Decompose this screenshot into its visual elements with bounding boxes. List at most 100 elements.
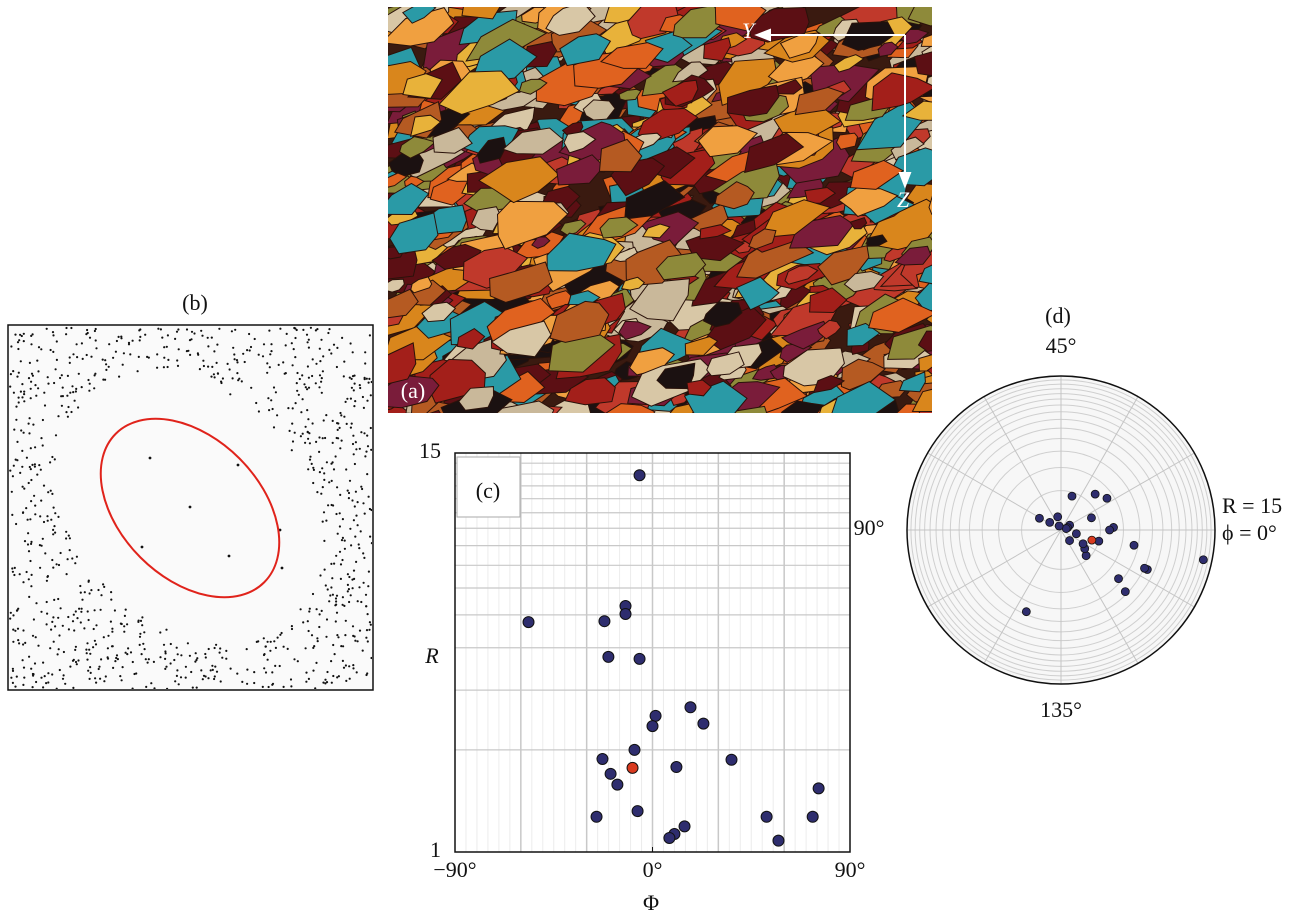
dot: [366, 400, 368, 402]
dot: [100, 609, 102, 611]
dot: [40, 348, 42, 350]
dot: [319, 574, 321, 576]
dot: [327, 504, 329, 506]
dot: [201, 335, 203, 337]
dot: [187, 350, 189, 352]
dot: [95, 328, 97, 330]
dot: [363, 407, 365, 409]
dot: [302, 329, 304, 331]
dot: [236, 673, 238, 675]
dot: [342, 604, 344, 606]
dot: [66, 573, 68, 575]
dot: [348, 576, 350, 578]
dot: [352, 667, 354, 669]
dot: [159, 656, 161, 658]
point: [523, 617, 534, 628]
dot: [13, 392, 15, 394]
dot: [364, 378, 366, 380]
dot: [28, 423, 30, 425]
dot: [57, 617, 59, 619]
dot: [322, 486, 324, 488]
dot: [266, 372, 268, 374]
dot: [330, 660, 332, 662]
dot: [244, 361, 246, 363]
dot: [88, 390, 90, 392]
dot: [364, 455, 366, 457]
dot: [28, 578, 30, 580]
dot: [139, 336, 141, 338]
dot: [97, 589, 99, 591]
dot: [46, 328, 48, 330]
dot: [90, 589, 92, 591]
dot: [312, 482, 314, 484]
point: [685, 702, 696, 713]
dot: [214, 647, 216, 649]
dot: [225, 650, 227, 652]
dot: [21, 466, 23, 468]
dot: [203, 365, 205, 367]
dot: [319, 374, 321, 376]
dot: [360, 601, 362, 603]
dot: [353, 405, 355, 407]
dot: [167, 334, 169, 336]
dot: [237, 379, 239, 381]
x-tick-label: 90°: [835, 857, 866, 882]
dot: [343, 667, 345, 669]
dot: [279, 328, 281, 330]
dot: [294, 432, 296, 434]
dot: [90, 356, 92, 358]
dot: [311, 375, 313, 377]
dot: [277, 637, 279, 639]
polar-point: [1088, 536, 1096, 544]
dot: [204, 653, 206, 655]
dot: [53, 507, 55, 509]
dot: [221, 657, 223, 659]
dot: [18, 372, 20, 374]
dot: [100, 658, 102, 660]
dot: [180, 676, 182, 678]
dot: [337, 533, 339, 535]
dot: [250, 346, 252, 348]
dot: [86, 329, 88, 331]
dot: [354, 635, 356, 637]
dot: [334, 653, 336, 655]
dot: [76, 556, 78, 558]
dot: [20, 429, 22, 431]
dot: [30, 447, 32, 449]
polar-point: [1072, 530, 1080, 538]
dot: [51, 456, 53, 458]
dot: [193, 332, 195, 334]
dot: [322, 355, 324, 357]
dot: [127, 647, 129, 649]
dot: [33, 495, 35, 497]
dot: [355, 561, 357, 563]
dot: [214, 675, 216, 677]
dot: [19, 472, 21, 474]
dot: [51, 673, 53, 675]
dot: [75, 646, 77, 648]
dot: [105, 675, 107, 677]
dot: [81, 599, 83, 601]
dot: [313, 469, 315, 471]
polar-point: [1046, 518, 1054, 526]
point: [634, 470, 645, 481]
dot: [30, 541, 32, 543]
dot: [65, 327, 67, 329]
dot: [211, 337, 213, 339]
dot: [87, 379, 89, 381]
dot: [292, 364, 294, 366]
dot: [15, 523, 17, 525]
dot: [14, 686, 16, 688]
dot: [68, 535, 70, 537]
dot: [366, 629, 368, 631]
dot: [52, 331, 54, 333]
dot: [170, 662, 172, 664]
dot: [296, 372, 298, 374]
dot: [369, 334, 371, 336]
dot: [231, 330, 233, 332]
dot: [207, 366, 209, 368]
dot: [103, 636, 105, 638]
dot: [12, 670, 14, 672]
dot: [94, 640, 96, 642]
dot: [326, 681, 328, 683]
